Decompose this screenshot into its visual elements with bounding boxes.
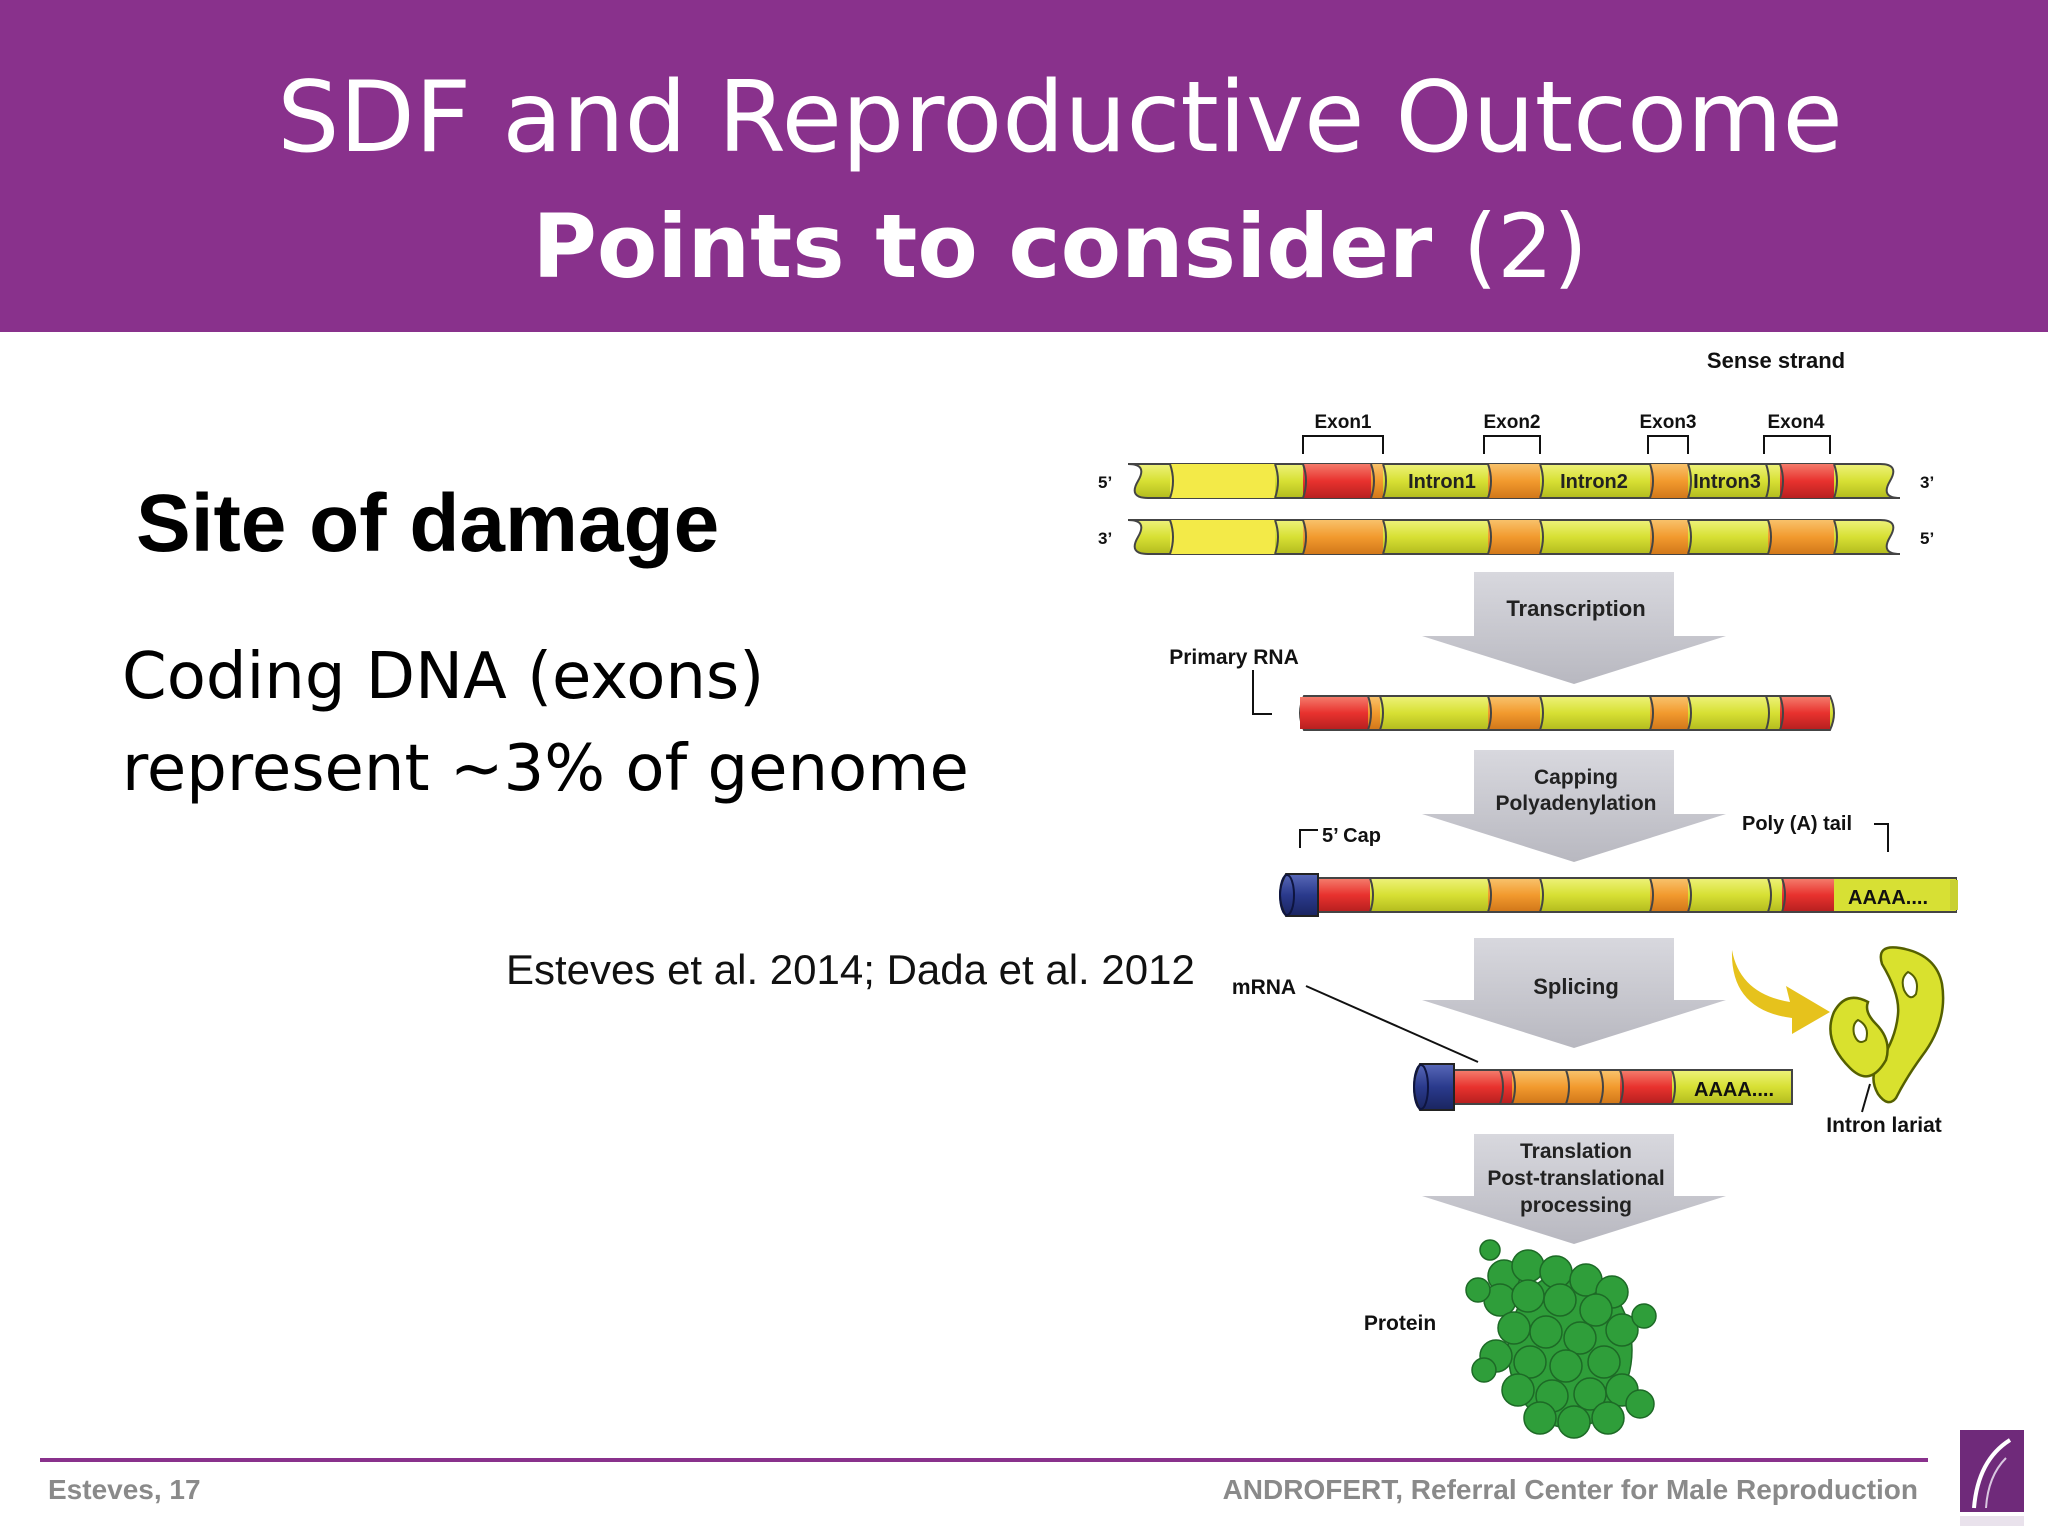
exon-brackets	[1302, 435, 1831, 454]
citation: Esteves et al. 2014; Dada et al. 2012	[506, 946, 1195, 993]
five-prime-cap-label: 5’ Cap	[1322, 825, 1381, 847]
dna-top-strand: Intron1 Intron2 Intron3 5’ 3’	[1098, 463, 1934, 499]
gene-expression-diagram: Sense strand Exon1 Exon2 Exon3 Exon4 Int…	[1098, 348, 1958, 1439]
intron2-label: Intron2	[1560, 471, 1628, 493]
processing-label: processing	[1520, 1194, 1632, 1217]
subtitle-number: (2)	[1462, 195, 1588, 298]
footer-author: Esteves, 17	[48, 1474, 201, 1505]
exon4-label: Exon4	[1767, 412, 1824, 433]
section-heading: Site of damage	[136, 478, 720, 569]
three-prime-bottom: 3’	[1098, 529, 1112, 548]
exon1-label: Exon1	[1314, 412, 1371, 433]
three-prime-top: 3’	[1920, 473, 1934, 492]
mrna-label: mRNA	[1232, 976, 1296, 999]
intron-lariat-label: Intron lariat	[1826, 1114, 1942, 1137]
intron-lariat	[1829, 946, 1945, 1104]
transcription-arrow: Transcription	[1422, 572, 1726, 684]
lariat-curved-arrow	[1731, 950, 1830, 1034]
exon2-label: Exon2	[1483, 412, 1540, 433]
subtitle-main: Points to consider	[532, 195, 1463, 298]
splicing-arrow: Splicing	[1422, 938, 1726, 1048]
dna-bottom-strand: 3’ 5’	[1098, 519, 1934, 555]
mrna-cap	[1413, 1063, 1455, 1111]
capping-label: Capping	[1534, 766, 1618, 789]
poly-a-sequence-1: AAAA....	[1848, 887, 1928, 909]
cap-pointer	[1299, 829, 1318, 848]
primary-rna-label: Primary RNA	[1169, 646, 1299, 669]
mrna-pointer	[1305, 985, 1479, 1063]
primary-rna-pointer	[1252, 670, 1272, 715]
polyadenylation-label: Polyadenylation	[1495, 792, 1656, 815]
poly-a-pointer	[1874, 823, 1889, 852]
protein-label: Protein	[1364, 1312, 1436, 1335]
capping-arrow: Capping Polyadenylation	[1422, 750, 1726, 862]
mrna-strand: AAAA....	[1413, 1063, 1793, 1111]
body-text-line-1: Coding DNA (exons)	[122, 640, 765, 714]
slide-title: SDF and Reproductive Outcome	[277, 61, 1843, 175]
lariat-pointer	[1861, 1083, 1871, 1113]
translation-arrow: Translation Post-translational processin…	[1422, 1134, 1726, 1244]
translation-label: Translation	[1520, 1140, 1632, 1163]
transcription-label: Transcription	[1506, 596, 1645, 621]
poly-a-tail-label: Poly (A) tail	[1742, 813, 1852, 835]
androfert-logo	[1960, 1430, 2024, 1526]
post-translational-label: Post-translational	[1487, 1167, 1664, 1190]
capped-rna-strand: AAAA....	[1279, 873, 1958, 917]
splicing-label: Splicing	[1533, 974, 1619, 999]
protein-structure	[1465, 1239, 1657, 1439]
body-text-line-2: represent ~3% of genome	[122, 732, 969, 806]
intron3-label: Intron3	[1693, 471, 1761, 493]
poly-a-sequence-2: AAAA....	[1694, 1079, 1774, 1101]
footer-organization: ANDROFERT, Referral Center for Male Repr…	[1222, 1474, 1918, 1505]
footer-rule	[40, 1458, 1928, 1462]
slide-subtitle: Points to consider (2)	[0, 192, 2048, 302]
five-prime-cap	[1279, 873, 1319, 917]
sense-strand-label: Sense strand	[1707, 348, 1845, 373]
title-banner: SDF and Reproductive Outcome Points to c…	[0, 0, 2048, 332]
primary-rna-strand	[1299, 695, 1835, 731]
exon3-label: Exon3	[1639, 412, 1696, 433]
five-prime-top: 5’	[1098, 473, 1112, 492]
five-prime-bottom: 5’	[1920, 529, 1934, 548]
intron1-label: Intron1	[1408, 471, 1476, 493]
